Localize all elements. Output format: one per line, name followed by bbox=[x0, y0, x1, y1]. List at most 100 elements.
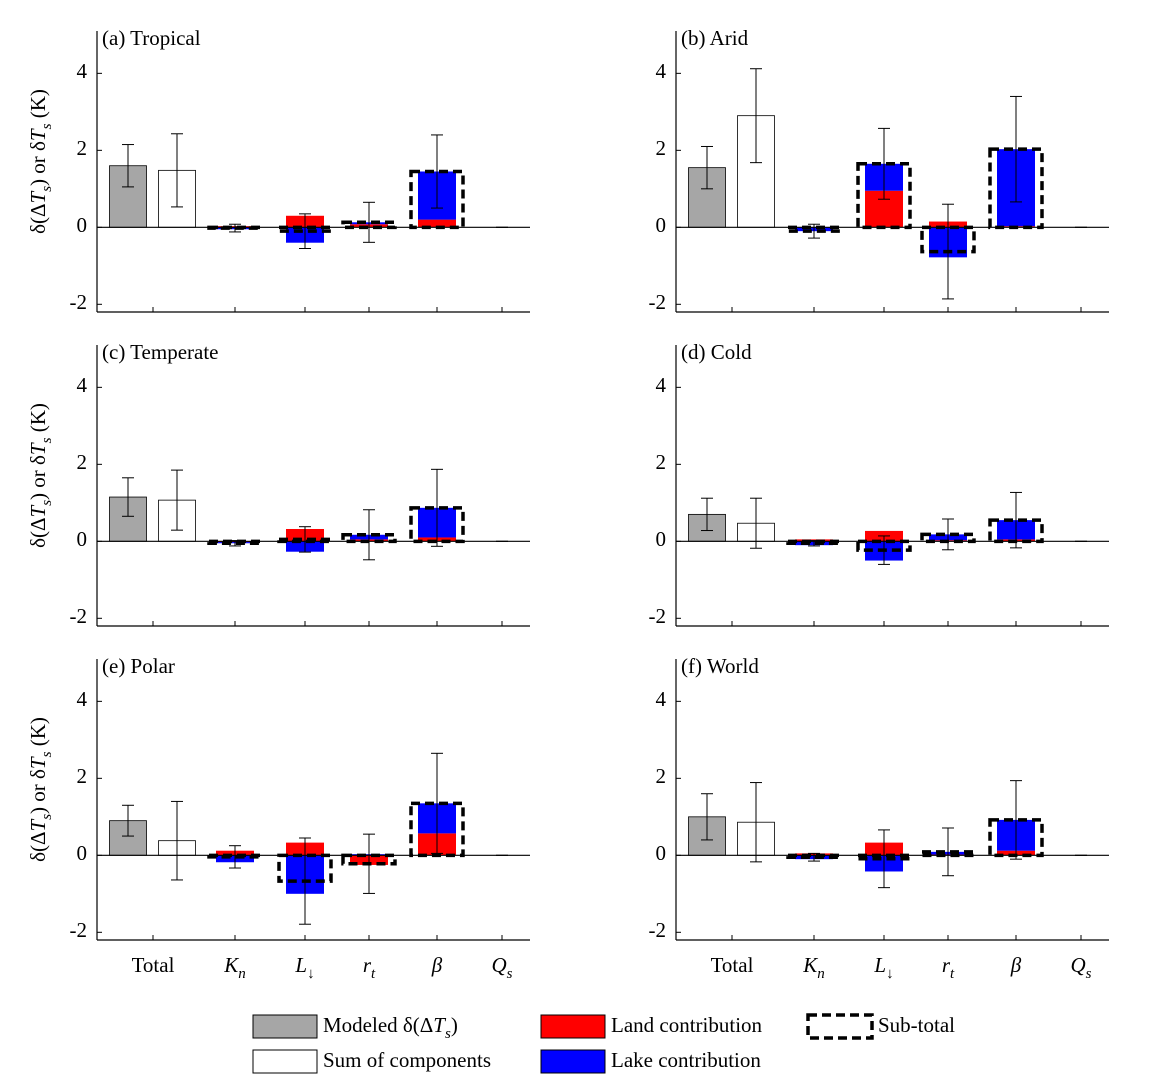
y-tick-label: 2 bbox=[656, 764, 667, 788]
x-tick-label: Total bbox=[711, 953, 754, 977]
x-tick-label-part: r bbox=[942, 953, 951, 977]
y-axis-label-part: T bbox=[26, 818, 50, 831]
land-bar bbox=[418, 219, 456, 228]
error-bar bbox=[942, 518, 954, 551]
error-bar bbox=[171, 800, 183, 881]
error-bar bbox=[431, 134, 443, 209]
y-axis-label-part: δ(Δ bbox=[26, 203, 50, 233]
y-tick-label: 2 bbox=[656, 450, 667, 474]
legend-label-part: ) bbox=[451, 1013, 458, 1037]
subtotal-box bbox=[920, 850, 976, 858]
error-bar bbox=[878, 127, 890, 200]
panel-title: (e) Polar bbox=[102, 654, 175, 678]
legend-swatch bbox=[252, 1014, 318, 1039]
x-tick-label-part: Q bbox=[1070, 953, 1085, 977]
x-tick-label-part: r bbox=[363, 953, 372, 977]
y-tick-label: 0 bbox=[77, 841, 88, 865]
error-bar bbox=[299, 837, 311, 925]
x-tick-label-part: L bbox=[294, 953, 307, 977]
subtotal-box bbox=[207, 539, 263, 545]
error-bar bbox=[299, 213, 311, 249]
legend-label-part: Sub-total bbox=[878, 1013, 955, 1037]
y-tick-label: 0 bbox=[656, 841, 667, 865]
panel-title: (a) Tropical bbox=[102, 26, 201, 50]
error-bar bbox=[122, 144, 134, 188]
panel-title: (b) Arid bbox=[681, 26, 749, 50]
error-bar bbox=[878, 829, 890, 889]
y-axis-label-part: (K) bbox=[26, 717, 50, 751]
x-tick-label: rt bbox=[363, 953, 376, 983]
x-tick-label: L↓ bbox=[873, 953, 893, 983]
legend-swatch bbox=[540, 1014, 606, 1039]
panel-title: (c) Temperate bbox=[102, 340, 218, 364]
legend-label: Sub-total bbox=[878, 1013, 955, 1037]
legend-label-part: Lake contribution bbox=[611, 1048, 761, 1072]
error-bar bbox=[750, 497, 762, 549]
x-tick-label-part: s bbox=[507, 966, 513, 982]
legend-label: Land contribution bbox=[611, 1013, 763, 1037]
y-tick-label: 2 bbox=[77, 136, 88, 160]
error-bar bbox=[363, 509, 375, 561]
x-tick-label-part: Q bbox=[491, 953, 506, 977]
y-axis-label-part: (K) bbox=[26, 403, 50, 437]
error-bar bbox=[1010, 491, 1022, 549]
y-tick-label: -2 bbox=[70, 918, 88, 942]
y-tick-label: 2 bbox=[77, 450, 88, 474]
y-tick-label: 0 bbox=[77, 213, 88, 237]
error-bar bbox=[363, 201, 375, 243]
error-bar bbox=[431, 752, 443, 854]
x-tick-label: β bbox=[1010, 953, 1022, 977]
legend-swatch bbox=[252, 1049, 318, 1074]
x-tick-label: Qs bbox=[1070, 953, 1091, 983]
y-axis-label-part: s bbox=[39, 500, 55, 506]
error-bar bbox=[808, 540, 820, 547]
x-tick-label-part: Total bbox=[711, 953, 754, 977]
y-axis-label-part: T bbox=[26, 190, 50, 203]
y-tick-label: 4 bbox=[656, 373, 667, 397]
subtotal-box bbox=[856, 853, 912, 861]
error-bar bbox=[229, 540, 241, 547]
error-bar bbox=[171, 469, 183, 531]
x-tick-label: L↓ bbox=[294, 953, 314, 983]
y-axis-label: δ(ΔTs) or δTs (K) bbox=[26, 89, 56, 234]
error-bar bbox=[942, 827, 954, 877]
x-tick-label-part: s bbox=[1086, 966, 1092, 982]
x-tick-label-part: L bbox=[873, 953, 886, 977]
y-tick-label: 2 bbox=[656, 136, 667, 160]
legend-swatch bbox=[540, 1049, 606, 1074]
y-axis-label-part: s bbox=[39, 814, 55, 820]
error-bar bbox=[942, 203, 954, 300]
y-axis-label-part: T bbox=[26, 128, 50, 141]
error-bar bbox=[229, 223, 241, 233]
subtotal-box bbox=[277, 537, 333, 544]
error-bar bbox=[750, 68, 762, 164]
x-tick-label-part: t bbox=[371, 966, 376, 982]
x-tick-label: Kn bbox=[223, 953, 246, 983]
y-tick-label: 4 bbox=[77, 59, 88, 83]
y-tick-label: -2 bbox=[70, 290, 88, 314]
y-tick-label: 0 bbox=[77, 527, 88, 551]
error-bar bbox=[808, 852, 820, 862]
legend-label-part: s bbox=[445, 1026, 451, 1042]
subtotal-box bbox=[409, 506, 465, 544]
subtotal-box bbox=[786, 539, 842, 545]
panel-title: (f) World bbox=[681, 654, 759, 678]
subtotal-box bbox=[409, 801, 465, 858]
y-tick-label: 4 bbox=[77, 687, 88, 711]
y-tick-label: 4 bbox=[656, 687, 667, 711]
x-tick-label: rt bbox=[942, 953, 955, 983]
y-tick-label: 0 bbox=[656, 527, 667, 551]
y-axis-label-part: (K) bbox=[26, 89, 50, 123]
y-axis-label-part: ) or δ bbox=[26, 769, 50, 814]
error-bar bbox=[701, 793, 713, 841]
x-tick-label-part: K bbox=[802, 953, 818, 977]
error-bar bbox=[878, 535, 890, 565]
y-axis-label-part: T bbox=[26, 442, 50, 455]
y-axis-label-part: s bbox=[39, 186, 55, 192]
y-tick-label: 4 bbox=[77, 373, 88, 397]
error-bar bbox=[229, 845, 241, 869]
y-axis-label: δ(ΔTs) or δTs (K) bbox=[26, 403, 56, 548]
y-tick-label: -2 bbox=[70, 604, 88, 628]
x-tick-label-part: t bbox=[950, 966, 955, 982]
y-tick-label: -2 bbox=[649, 290, 667, 314]
